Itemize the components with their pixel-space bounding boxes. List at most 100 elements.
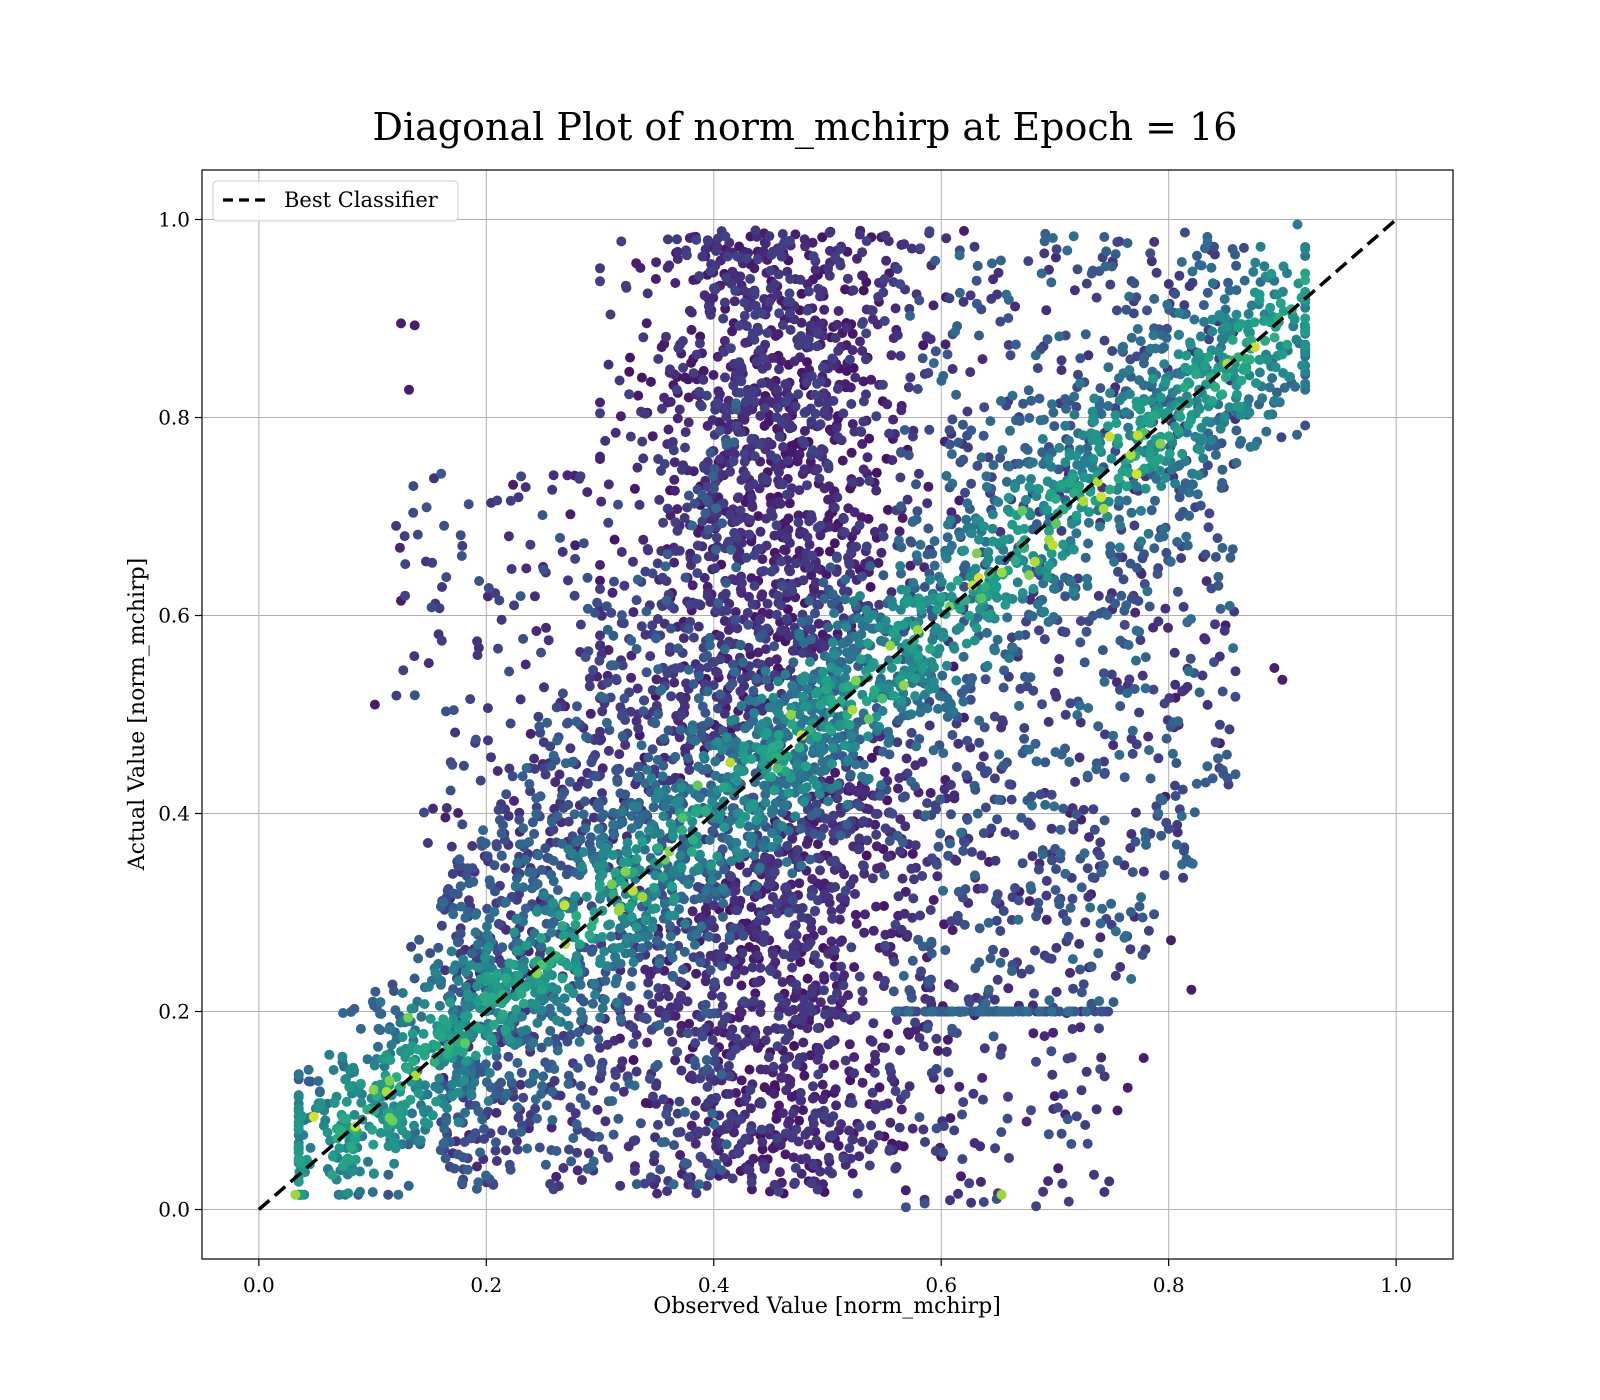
scatter-point bbox=[680, 572, 691, 583]
scatter-point bbox=[749, 286, 760, 297]
scatter-point bbox=[1056, 525, 1067, 536]
scatter-point bbox=[672, 254, 683, 264]
scatter-point bbox=[714, 425, 725, 436]
scatter-point bbox=[631, 595, 642, 606]
scatter-point bbox=[1177, 784, 1188, 795]
scatter-point bbox=[540, 1159, 551, 1170]
scatter-point bbox=[638, 534, 649, 545]
scatter-point bbox=[772, 908, 782, 919]
scatter-point bbox=[641, 318, 652, 329]
scatter-point bbox=[1213, 753, 1223, 764]
scatter-point bbox=[745, 514, 756, 525]
scatter-point bbox=[884, 1144, 895, 1155]
scatter-point bbox=[625, 767, 635, 778]
scatter-point bbox=[756, 1124, 767, 1135]
scatter-point bbox=[633, 723, 644, 734]
scatter-point bbox=[429, 473, 439, 484]
scatter-point bbox=[981, 471, 992, 482]
scatter-point bbox=[687, 906, 698, 917]
scatter-point bbox=[942, 1034, 953, 1045]
scatter-point bbox=[1138, 1053, 1149, 1063]
scatter-point bbox=[748, 386, 759, 396]
scatter-point bbox=[669, 485, 680, 496]
scatter-point bbox=[795, 1087, 806, 1098]
scatter-point bbox=[1075, 637, 1086, 648]
scatter-point bbox=[1139, 352, 1150, 363]
scatter-point bbox=[512, 1102, 523, 1113]
scatter-point bbox=[465, 694, 476, 705]
scatter-point bbox=[1098, 668, 1109, 679]
scatter-point bbox=[1050, 885, 1061, 895]
scatter-point bbox=[773, 1186, 784, 1197]
scatter-point bbox=[1088, 610, 1099, 621]
scatter-point bbox=[915, 243, 926, 254]
scatter-point bbox=[748, 996, 759, 1007]
scatter-point bbox=[554, 769, 565, 780]
scatter-point bbox=[764, 231, 775, 242]
scatter-point bbox=[758, 353, 769, 364]
scatter-point bbox=[1150, 495, 1160, 506]
scatter-point bbox=[619, 580, 630, 591]
scatter-point bbox=[652, 754, 663, 765]
scatter-point bbox=[748, 479, 759, 489]
scatter-point bbox=[757, 1137, 768, 1148]
scatter-point bbox=[957, 419, 968, 430]
scatter-point bbox=[824, 227, 835, 238]
scatter-point bbox=[730, 607, 741, 617]
scatter-point bbox=[1156, 830, 1167, 841]
scatter-point bbox=[805, 320, 816, 331]
scatter-point bbox=[1024, 896, 1035, 907]
scatter-point bbox=[668, 971, 679, 982]
scatter-point bbox=[477, 1114, 488, 1125]
scatter-point bbox=[1055, 848, 1066, 859]
scatter-point bbox=[774, 364, 784, 375]
scatter-point bbox=[866, 374, 877, 385]
scatter-point bbox=[497, 942, 508, 953]
scatter-point bbox=[745, 1085, 756, 1095]
scatter-point bbox=[906, 776, 917, 787]
scatter-point bbox=[482, 1106, 493, 1117]
scatter-point bbox=[819, 593, 830, 604]
scatter-point bbox=[718, 498, 729, 509]
scatter-point bbox=[792, 845, 803, 855]
scatter-point bbox=[756, 910, 767, 920]
scatter-point bbox=[860, 354, 871, 365]
scatter-point bbox=[1071, 401, 1082, 412]
scatter-point bbox=[999, 665, 1010, 676]
scatter-point bbox=[808, 251, 819, 262]
scatter-point bbox=[992, 814, 1003, 825]
scatter-point bbox=[770, 957, 781, 968]
scatter-point bbox=[626, 811, 637, 821]
scatter-point bbox=[773, 1011, 784, 1021]
scatter-point bbox=[676, 1065, 687, 1076]
scatter-point bbox=[799, 1070, 810, 1081]
scatter-point bbox=[788, 942, 799, 953]
scatter-point bbox=[1119, 772, 1130, 783]
scatter-point bbox=[842, 819, 852, 830]
scatter-point bbox=[772, 1041, 783, 1052]
scatter-point bbox=[774, 1100, 784, 1111]
scatter-point bbox=[529, 763, 540, 774]
scatter-point bbox=[962, 406, 973, 417]
scatter-point bbox=[741, 1092, 752, 1103]
scatter-point bbox=[787, 895, 798, 906]
scatter-point bbox=[920, 1137, 930, 1147]
scatter-point bbox=[790, 401, 801, 412]
scatter-point bbox=[985, 416, 996, 427]
scatter-point bbox=[856, 512, 867, 523]
scatter-point bbox=[721, 577, 731, 588]
scatter-point bbox=[445, 785, 456, 796]
scatter-point bbox=[1052, 1102, 1063, 1113]
scatter-point bbox=[785, 274, 796, 284]
scatter-point bbox=[1082, 770, 1093, 781]
scatter-point bbox=[1025, 594, 1036, 605]
scatter-point bbox=[857, 270, 868, 281]
scatter-point bbox=[835, 904, 846, 914]
scatter-point bbox=[762, 328, 773, 338]
scatter-point bbox=[571, 716, 582, 727]
scatter-point bbox=[639, 695, 650, 706]
scatter-point bbox=[1056, 355, 1067, 366]
scatter-point bbox=[887, 808, 898, 819]
scatter-point bbox=[880, 940, 891, 951]
scatter-point bbox=[788, 1152, 799, 1163]
